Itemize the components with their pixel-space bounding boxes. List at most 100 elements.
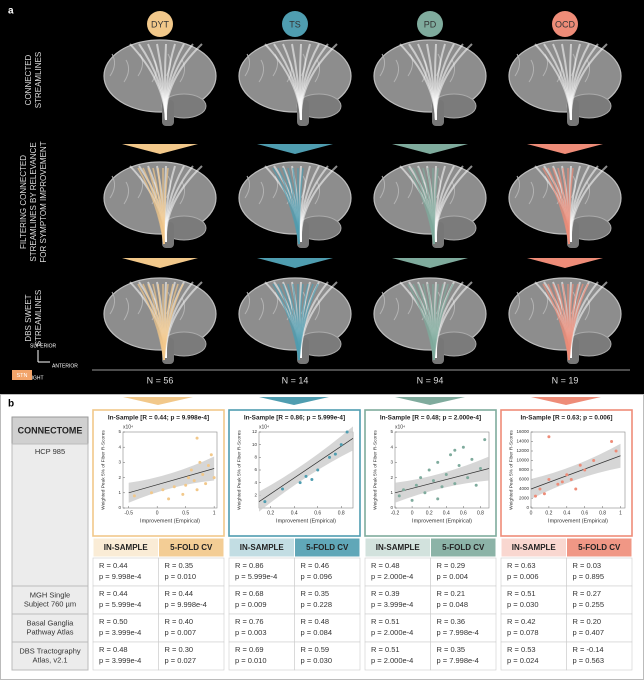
statistic: p = 7.998e-4 xyxy=(437,628,479,637)
statistic: p = 3.999e-4 xyxy=(371,600,413,609)
statistic: p = 0.078 xyxy=(507,628,539,637)
flow-arrow xyxy=(395,397,465,405)
y-tick-label: 4 xyxy=(254,480,257,485)
fit-line xyxy=(394,468,490,494)
table-cell xyxy=(500,641,567,671)
column-header-label: IN-SAMPLE xyxy=(376,543,421,552)
data-point xyxy=(201,473,205,477)
gyrus xyxy=(528,59,535,83)
gyrus xyxy=(379,53,386,77)
gyrus xyxy=(528,297,535,321)
gyrus xyxy=(244,175,251,199)
data-point xyxy=(172,485,176,489)
statistic: p = 9.998e-4 xyxy=(165,600,207,609)
table-cell xyxy=(158,557,225,587)
statistic: p = 0.004 xyxy=(437,572,469,581)
y-tick-label: 5 xyxy=(118,429,121,434)
y-tick-label: 12000 xyxy=(516,448,529,453)
y-tick-label: 5 xyxy=(390,429,393,434)
table-cell xyxy=(364,641,431,671)
gyrus xyxy=(514,175,521,199)
x-tick-label: 0.2 xyxy=(267,510,274,516)
statistic: p = 0.010 xyxy=(235,656,267,665)
gyrus xyxy=(244,291,251,315)
row-cell xyxy=(11,641,89,671)
disease-badge xyxy=(417,11,443,37)
statistic: R = 0.53 xyxy=(507,645,536,654)
y-tick-label: 6000 xyxy=(519,477,530,482)
x-tick-label: 0 xyxy=(530,510,533,516)
data-point xyxy=(206,463,210,467)
streamline xyxy=(299,281,338,359)
y-tick-label: 2000 xyxy=(519,496,530,501)
brain-image xyxy=(103,161,217,248)
data-point xyxy=(614,449,618,453)
x-tick-label: 0.8 xyxy=(477,510,484,516)
x-tick-label: 0.2 xyxy=(426,510,433,516)
statistic: R = 0.03 xyxy=(573,561,602,570)
data-point xyxy=(547,478,551,481)
brain-image xyxy=(508,39,622,126)
table-cell xyxy=(364,557,431,587)
streamline xyxy=(569,281,608,359)
gyrus xyxy=(123,297,130,321)
y-tick-label: 1 xyxy=(118,490,121,495)
statistic: R = 0.50 xyxy=(99,617,128,626)
flow-arrow xyxy=(257,144,333,154)
column-header-label: IN-SAMPLE xyxy=(104,543,149,552)
statistic: p = 0.255 xyxy=(573,600,605,609)
orientation-label: SUPERIOR xyxy=(30,343,57,349)
x-tick-label: 0.6 xyxy=(314,510,321,516)
data-point xyxy=(419,476,423,480)
statistic: R = 0.51 xyxy=(507,589,536,598)
plot-title: In-Sample [R = 0.63; p = 0.006] xyxy=(521,415,613,422)
statistic: R = 0.44 xyxy=(165,589,194,598)
statistic: R = 0.44 xyxy=(99,561,128,570)
streamline xyxy=(299,43,338,121)
table-cell xyxy=(228,613,295,643)
sample-size: N = 56 xyxy=(147,375,174,385)
statistic: R = 0.76 xyxy=(235,617,264,626)
statistic: R = 0.39 xyxy=(371,589,400,598)
gyrus xyxy=(449,297,456,321)
statistic: R = 0.35 xyxy=(301,589,330,598)
data-point xyxy=(328,455,331,459)
x-tick-label: 0.6 xyxy=(581,510,588,516)
data-point xyxy=(474,483,478,487)
statistic: p = 5.999e-4 xyxy=(99,600,141,609)
x-tick-label: 0.8 xyxy=(599,510,606,516)
data-point xyxy=(569,478,573,481)
statistic: R = 0.36 xyxy=(437,617,466,626)
table-cell xyxy=(158,641,225,671)
x-tick-label: 0.8 xyxy=(338,510,345,516)
streamline xyxy=(434,281,473,359)
y-tick-label: 0 xyxy=(118,505,121,510)
streamline xyxy=(569,165,608,243)
column-header-label: 5-FOLD CV xyxy=(578,543,621,552)
header-cell xyxy=(11,416,89,445)
x-tick-label: 0.4 xyxy=(291,510,298,516)
gyrus xyxy=(179,297,186,321)
data-point xyxy=(610,440,614,443)
table-cell xyxy=(364,613,431,643)
legend-swatch xyxy=(12,370,32,380)
column-header-label: IN-SAMPLE xyxy=(512,543,557,552)
streamline xyxy=(299,165,338,243)
y-scale-label: x10⁴ xyxy=(259,424,269,430)
statistic: p = 0.024 xyxy=(507,656,539,665)
statistic: p = 0.027 xyxy=(165,656,197,665)
sample-size: N = 94 xyxy=(417,375,444,385)
gyrus xyxy=(109,53,116,77)
data-point xyxy=(189,468,193,472)
data-point xyxy=(149,491,153,495)
statistic: p = 5.999e-4 xyxy=(235,572,277,581)
disease-name: TS xyxy=(289,19,301,29)
y-tick-label: 3 xyxy=(390,460,393,465)
statistic: R = 0.20 xyxy=(573,617,602,626)
statistic: p = 2.000e-4 xyxy=(371,572,413,581)
x-axis-label: Improvement (Empirical) xyxy=(140,518,200,524)
confidence-band xyxy=(395,456,489,503)
data-point xyxy=(132,494,136,498)
brain-image xyxy=(508,161,622,248)
gyrus xyxy=(584,59,591,83)
